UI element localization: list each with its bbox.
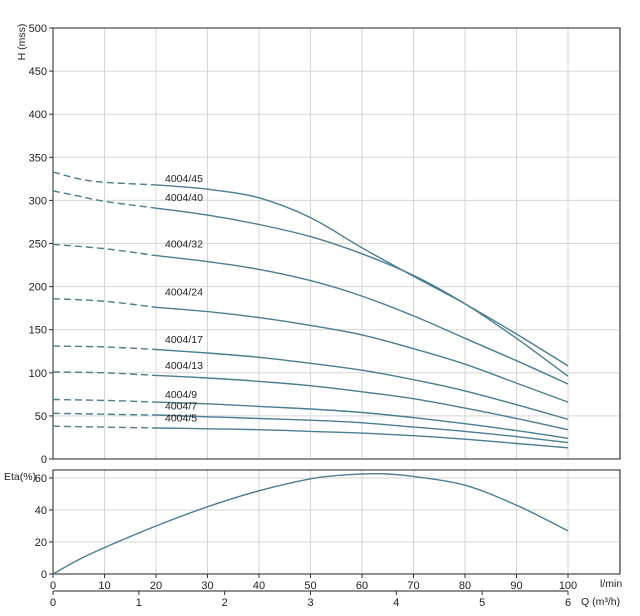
y-tick-label: 40	[35, 505, 47, 517]
flow-lmin-axis-label: l/min	[600, 578, 622, 590]
curve-label: 4004/32	[165, 238, 203, 250]
curve-4004-40	[155, 207, 569, 377]
x-tick-label: 40	[253, 580, 265, 592]
curve-dashed-4004-24	[52, 298, 157, 308]
head-chart-panel: 0 50 100 150 200 250 300 350 400 450 500 4004/45 400…	[29, 23, 621, 466]
efficiency-axis-label: Eta(%)	[4, 471, 36, 483]
efficiency-chart-panel: 0 20 40 60 0 10 20 30 40 50 60 70 80 90 100 0 1 2 3 4 5 6	[35, 469, 621, 609]
x2-tick-label: 4	[393, 597, 399, 609]
curve-4004-5	[155, 427, 569, 449]
curve-dashed-4004-7	[52, 412, 157, 416]
curve-4004-17	[155, 348, 569, 420]
curve-label: 4004/13	[165, 360, 203, 372]
y-tick-label: 300	[29, 195, 47, 207]
curve-4004-32	[155, 254, 569, 385]
curve-4004-45	[155, 184, 569, 367]
y-tick-label: 150	[29, 325, 47, 337]
y-tick-label: 20	[35, 537, 47, 549]
x2-tick-label: 3	[307, 597, 313, 609]
x2-tick-label: 6	[565, 597, 571, 609]
x2-tick-label: 5	[479, 597, 485, 609]
curve-label: 4004/40	[165, 192, 203, 204]
curve-label: 4004/45	[165, 173, 203, 185]
head-axis-label: H (mss)	[16, 24, 28, 61]
curve-4004-9	[155, 401, 569, 439]
y-tick-label: 350	[29, 152, 47, 164]
curve-label: 4004/17	[165, 334, 203, 346]
x-tick-label: 80	[459, 580, 471, 592]
plot-frame	[52, 27, 621, 460]
curve-dashed-4004-13	[52, 371, 157, 377]
y-tick-label: 60	[35, 473, 47, 485]
y-tick-label: 100	[29, 368, 47, 380]
curve-dashed-4004-40	[52, 190, 157, 209]
curve-dashed-4004-17	[52, 345, 157, 351]
curve-4004-7	[155, 414, 569, 444]
curve-dashed-4004-45	[52, 171, 157, 186]
x2-tick-label: 2	[222, 597, 228, 609]
flow-m3h-axis-label: Q (m³/h)	[581, 596, 620, 608]
efficiency-curve	[52, 472, 569, 575]
x-tick-label: 0	[50, 580, 56, 592]
curve-dashed-4004-5	[52, 425, 157, 429]
y-tick-label: 500	[29, 23, 47, 35]
x-tick-label: 30	[201, 580, 213, 592]
y-tick-label: 200	[29, 282, 47, 294]
y-tick-label: 450	[29, 66, 47, 78]
x-tick-label: 60	[356, 580, 368, 592]
y-tick-label: 0	[41, 454, 47, 466]
x-tick-label: 10	[98, 580, 110, 592]
curve-4004-24	[155, 306, 569, 403]
y-tick-label: 50	[35, 411, 47, 423]
x2-tick-label: 1	[136, 597, 142, 609]
y-tick-label: 400	[29, 109, 47, 121]
curve-label: 4004/24	[165, 287, 203, 299]
x-tick-label: 20	[150, 580, 162, 592]
y-tick-label: 0	[41, 569, 47, 581]
x-tick-label: 50	[304, 580, 316, 592]
x-tick-label: 70	[407, 580, 419, 592]
curve-dashed-4004-32	[52, 243, 157, 257]
x2-tick-label: 0	[50, 597, 56, 609]
y-tick-label: 250	[29, 239, 47, 251]
curve-dashed-4004-9	[52, 398, 157, 403]
curve-label: 4004/5	[165, 413, 197, 425]
curve-label: 4004/7	[165, 400, 197, 412]
plot-frame	[52, 469, 621, 575]
curve-label: 4004/9	[165, 389, 197, 401]
curve-4004-13	[155, 374, 569, 431]
x-tick-label: 100	[559, 580, 577, 592]
x-tick-label: 90	[510, 580, 522, 592]
